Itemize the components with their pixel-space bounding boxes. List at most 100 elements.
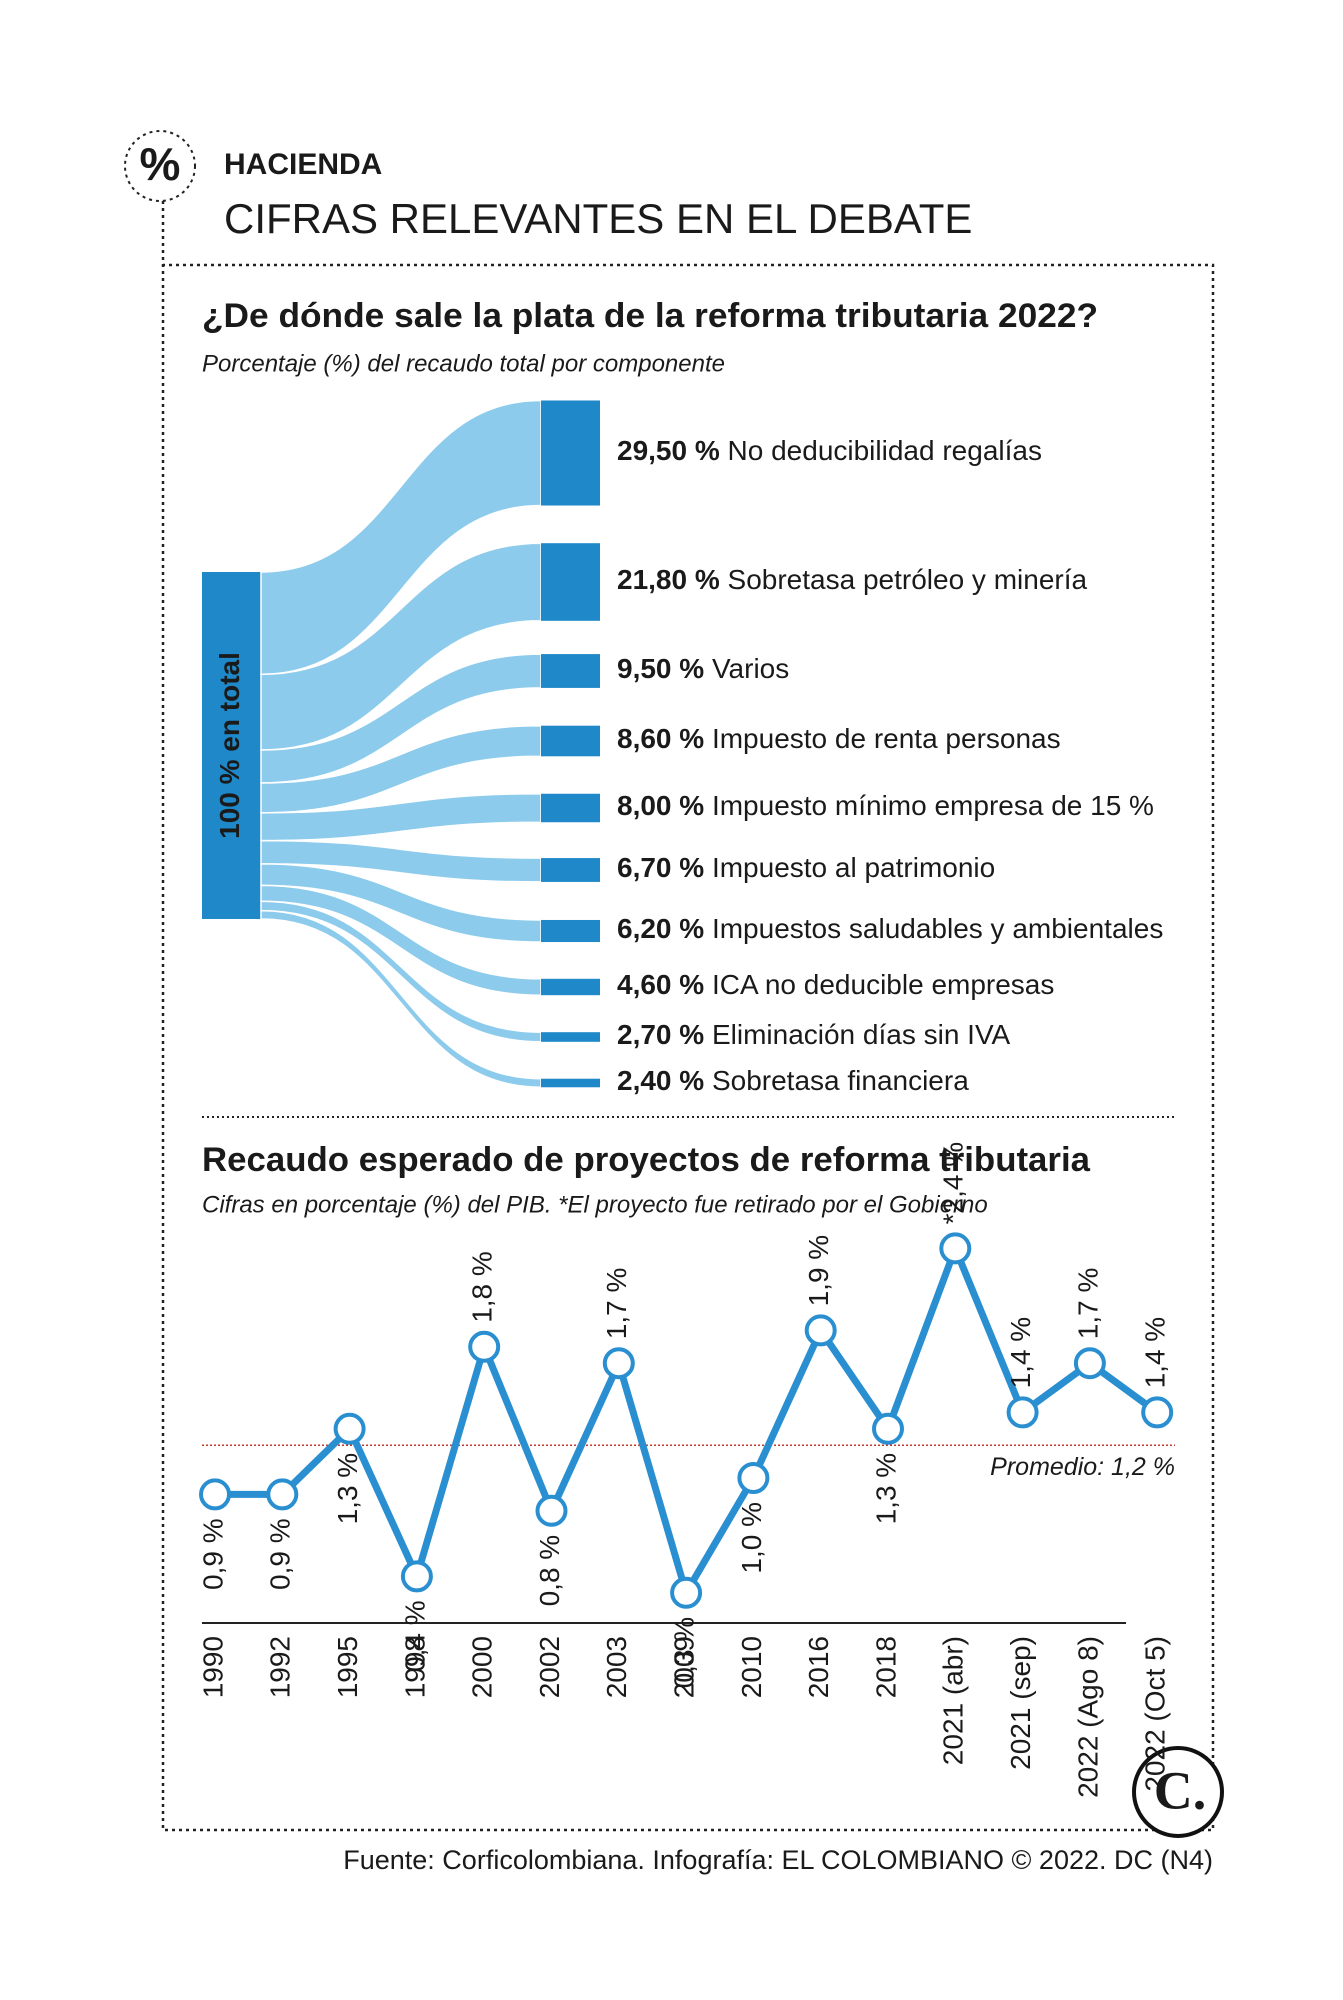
item-label: 4,60 % ICA no deducible empresas	[617, 969, 1054, 1000]
target-bar	[541, 543, 600, 621]
target-bar	[541, 400, 600, 506]
item-label: 9,50 % Varios	[617, 653, 789, 684]
value-label: 29,50 %	[617, 435, 720, 466]
item-label: 8,00 % Impuesto mínimo empresa de 15 %	[617, 790, 1154, 821]
value-label: 1,7 %	[601, 1268, 632, 1340]
value-label: 1,8 %	[467, 1251, 498, 1323]
x-tick-label: 2021 (sep)	[1005, 1636, 1036, 1770]
value-label: 21,80 %	[617, 564, 720, 595]
target-bar	[541, 858, 600, 882]
value-label: 2,70 %	[617, 1019, 704, 1050]
target-bar	[541, 654, 600, 688]
category-label: Varios	[712, 653, 789, 684]
x-tick-label: 1990	[197, 1636, 228, 1698]
point	[1141, 1396, 1174, 1429]
chart-title: Recaudo esperado de proyectos de reforma…	[202, 1141, 1091, 1179]
category-label: Impuesto mínimo empresa de 15 %	[712, 790, 1154, 821]
point	[939, 1232, 972, 1265]
point	[468, 1330, 501, 1363]
value-label: 0,9 %	[265, 1518, 296, 1590]
header-title: CIFRAS RELEVANTES EN EL DEBATE	[224, 195, 972, 242]
item-label: 2,70 % Eliminación días sin IVA	[617, 1019, 1011, 1050]
category-label: Impuesto al patrimonio	[712, 852, 995, 883]
value-label: 1,3 %	[332, 1453, 363, 1525]
x-tick-label: 2000	[467, 1636, 498, 1698]
value-label: 0,9 %	[197, 1518, 228, 1590]
value-label: 1,9 %	[803, 1235, 834, 1307]
value-label: 6,70 %	[617, 852, 704, 883]
value-label: 8,00 %	[617, 790, 704, 821]
category-label: ICA no deducible empresas	[712, 969, 1054, 1000]
item-label: 6,20 % Impuestos saludables y ambientale…	[617, 913, 1163, 944]
x-tick-label: 2022 (Oct 5)	[1140, 1636, 1171, 1792]
chart-subtitle: Porcentaje (%) del recaudo total por com…	[202, 350, 725, 377]
x-tick-label: 2010	[736, 1636, 767, 1698]
category-label: Sobretasa petróleo y minería	[728, 564, 1088, 595]
point	[333, 1412, 366, 1445]
item-label: 2,40 % Sobretasa financiera	[617, 1065, 969, 1096]
x-tick-label: 2003	[601, 1636, 632, 1698]
category-label: No deducibilidad regalías	[728, 435, 1042, 466]
value-label: 4,60 %	[617, 969, 704, 1000]
icon-circle	[124, 130, 196, 202]
x-tick-label: 1995	[332, 1636, 363, 1698]
target-bar	[541, 919, 600, 943]
flow	[260, 399, 542, 676]
x-tick-label: 2018	[870, 1636, 901, 1698]
icon-text: %	[140, 138, 181, 190]
flow	[260, 900, 542, 1043]
logo: C.	[1154, 1760, 1207, 1820]
category-label: Impuestos saludables y ambientales	[712, 913, 1163, 944]
chart-title: ¿De dónde sale la plata de la reforma tr…	[202, 297, 1098, 335]
value-label: *2,4 %	[938, 1142, 969, 1225]
value-label: 0,8 %	[534, 1535, 565, 1607]
point	[737, 1462, 770, 1494]
frame	[161, 201, 1215, 1832]
average-label: Promedio: 1,2 %	[990, 1453, 1175, 1481]
value-label: 1,7 %	[1072, 1268, 1103, 1340]
point	[804, 1314, 837, 1347]
chart-subtitle: Cifras en porcentaje (%) del PIB. *El pr…	[202, 1191, 988, 1218]
point	[199, 1478, 231, 1511]
item-label: 21,80 % Sobretasa petróleo y minería	[617, 564, 1087, 595]
target-bar	[541, 725, 600, 757]
point	[400, 1560, 433, 1593]
point	[266, 1478, 299, 1511]
logo-circle	[1132, 1746, 1224, 1838]
item-label: 6,70 % Impuesto al patrimonio	[617, 852, 995, 883]
x-tick-label: 1998	[399, 1636, 430, 1698]
point	[1073, 1347, 1106, 1380]
value-label: 0,3 %	[668, 1617, 699, 1689]
value-label: 0,4 %	[399, 1600, 430, 1672]
item-label: 29,50 % No deducibilidad regalías	[617, 435, 1042, 466]
source-label: 100 % en total	[214, 652, 245, 839]
target-bar	[541, 978, 600, 996]
kicker: HACIENDA	[224, 148, 382, 181]
category-label: Impuesto de renta personas	[712, 723, 1061, 754]
value-label: 2,40 %	[617, 1065, 704, 1096]
point	[535, 1494, 568, 1527]
flow	[260, 542, 542, 751]
x-tick-label: 1992	[265, 1636, 296, 1698]
category-label: Eliminación días sin IVA	[712, 1019, 1011, 1050]
x-tick-label: 2002	[534, 1636, 565, 1698]
point	[1006, 1396, 1039, 1429]
source-bar	[202, 572, 261, 919]
value-label: 1,4 %	[1140, 1317, 1171, 1389]
point	[602, 1347, 635, 1380]
category-label: Sobretasa financiera	[712, 1065, 969, 1096]
value-label: 6,20 %	[617, 913, 704, 944]
target-bar	[541, 1078, 600, 1088]
value-label: 1,4 %	[1005, 1317, 1036, 1389]
target-bar	[541, 1032, 600, 1042]
item-label: 8,60 % Impuesto de renta personas	[617, 723, 1061, 754]
value-label: 8,60 %	[617, 723, 704, 754]
flow	[260, 839, 542, 883]
x-tick-label: 2021 (abr)	[938, 1636, 969, 1765]
point	[670, 1576, 703, 1609]
x-tick-label: 2022 (Ago 8)	[1072, 1636, 1103, 1798]
x-tick-label: 2009	[668, 1636, 699, 1698]
